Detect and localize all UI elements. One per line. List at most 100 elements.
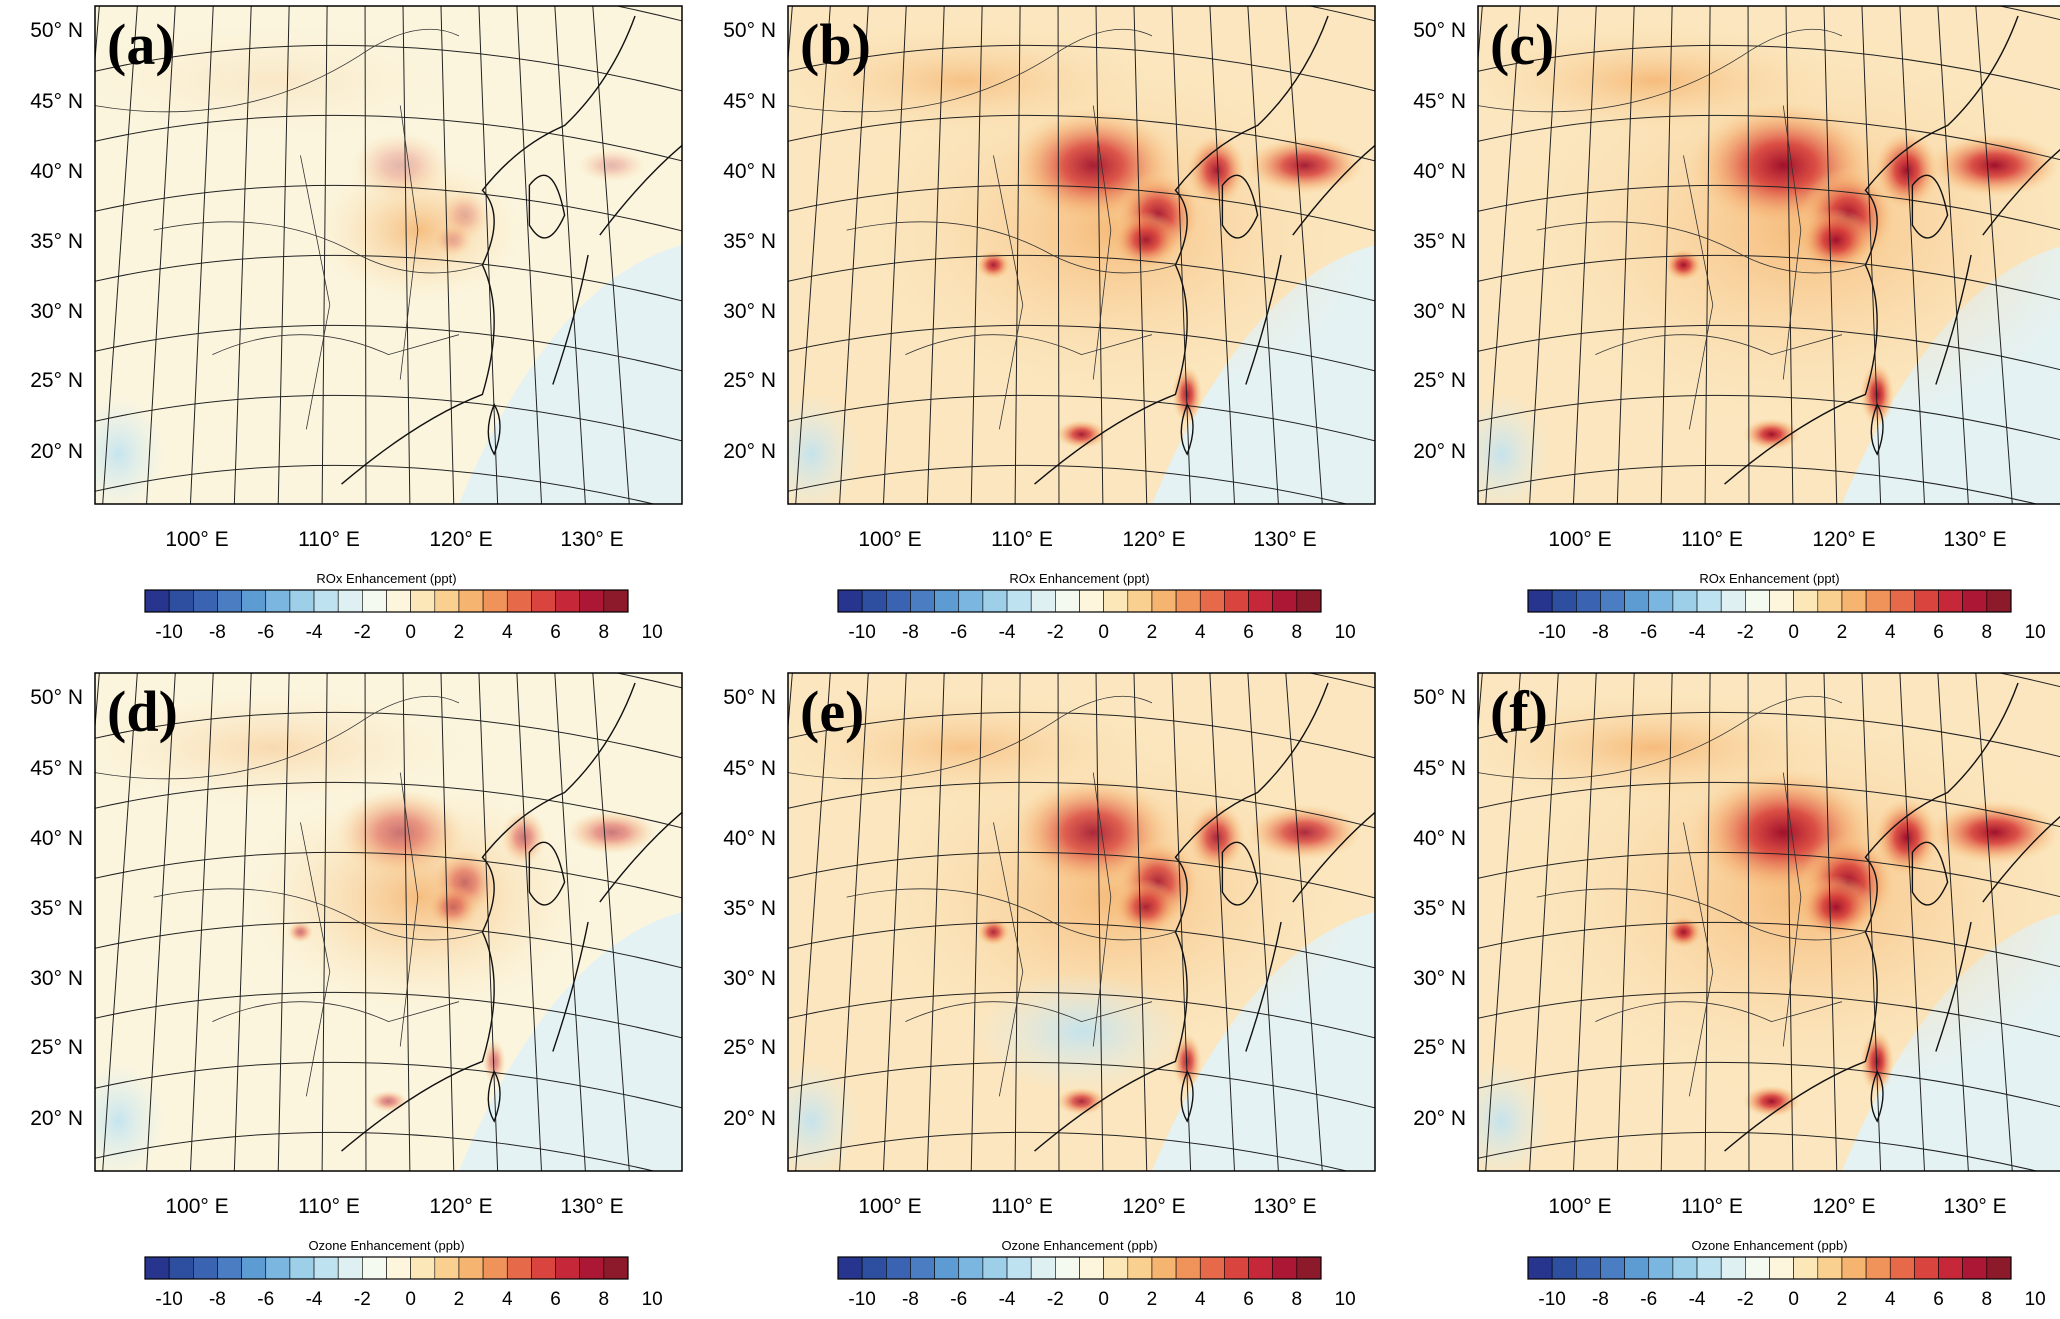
colorbar-swatch xyxy=(313,589,339,613)
colorbar-tick-label: 0 xyxy=(1098,622,1109,643)
colorbar-tick-label: 8 xyxy=(599,1289,610,1310)
map-frame xyxy=(787,5,1376,505)
lon-tick-label: 100° E xyxy=(1548,1195,1611,1218)
colorbar xyxy=(144,589,629,613)
colorbar-tick-label: -4 xyxy=(306,1289,323,1310)
colorbar xyxy=(837,1256,1322,1280)
coastline xyxy=(1034,682,1375,1152)
province-borders xyxy=(1478,28,1866,430)
colorbar-swatch xyxy=(1696,1256,1722,1280)
colorbar-swatch xyxy=(1745,589,1770,613)
lat-tick-label: 45° N xyxy=(1413,90,1466,113)
colorbar-swatch xyxy=(1793,589,1819,613)
lat-tick-label: 25° N xyxy=(30,1036,83,1059)
colorbar-swatch xyxy=(982,589,1008,613)
colorbar-tick-label: 4 xyxy=(1195,1289,1206,1310)
graticule xyxy=(1478,6,2060,504)
lon-tick-label: 100° E xyxy=(1548,528,1611,551)
colorbar-swatch xyxy=(1199,589,1225,613)
colorbar-tick-label: -6 xyxy=(257,622,274,643)
lat-tick-label: 30° N xyxy=(1413,967,1466,990)
colorbar-tick-label: 4 xyxy=(1195,622,1206,643)
lat-tick-label: 35° N xyxy=(30,230,83,253)
colorbar-tick-label: -10 xyxy=(848,1289,875,1310)
lat-tick-label: 35° N xyxy=(723,230,776,253)
panel-label: (c) xyxy=(1490,12,1554,77)
colorbar-swatch xyxy=(1841,589,1867,613)
panel-label: (a) xyxy=(107,12,175,77)
colorbar xyxy=(1527,589,2012,613)
colorbar-swatch xyxy=(982,1256,1008,1280)
colorbar-swatch xyxy=(241,1256,267,1280)
colorbar-tick-label: -2 xyxy=(1737,1289,1754,1310)
colorbar-swatch xyxy=(144,589,170,613)
colorbar-swatch xyxy=(1055,1256,1080,1280)
colorbar-swatch xyxy=(313,1256,339,1280)
colorbar-tick-label: -2 xyxy=(354,622,371,643)
colorbar-swatch xyxy=(1224,589,1249,613)
colorbar-swatch xyxy=(1127,589,1153,613)
colorbar-tick-label: 10 xyxy=(642,1289,663,1310)
lat-tick-label: 25° N xyxy=(723,369,776,392)
colorbar-tick-label: 4 xyxy=(502,622,513,643)
map-panel: (c) 50° N 45° N 40° N 35° N 30° N 25° N 20° N 10… xyxy=(1413,5,2060,643)
colorbar-swatch xyxy=(1720,1256,1746,1280)
colorbar-tick-label: -6 xyxy=(1640,622,1657,643)
colorbar-swatch xyxy=(217,1256,242,1280)
lon-tick-label: 130° E xyxy=(1943,528,2006,551)
colorbar-swatch xyxy=(1648,1256,1674,1280)
colorbar-swatch xyxy=(482,589,508,613)
colorbar-swatch xyxy=(1672,589,1698,613)
colorbar-swatch xyxy=(289,1256,315,1280)
colorbar-swatch xyxy=(482,1256,508,1280)
lon-tick-label: 130° E xyxy=(1943,1195,2006,1218)
map-frame xyxy=(94,5,683,505)
coastline xyxy=(341,682,682,1152)
colorbar-swatch xyxy=(1103,1256,1129,1280)
lon-tick-label: 100° E xyxy=(858,1195,921,1218)
colorbar-swatch xyxy=(958,589,984,613)
colorbar-tick-label: 6 xyxy=(1243,1289,1254,1310)
colorbar-swatch xyxy=(193,1256,218,1280)
lat-tick-label: 40° N xyxy=(1413,827,1466,850)
colorbar-swatch xyxy=(265,1256,291,1280)
colorbar-swatch xyxy=(265,589,291,613)
coastline xyxy=(1724,15,2060,485)
graticule xyxy=(788,673,1375,1171)
panel-label: (d) xyxy=(107,679,178,744)
colorbar-tick-label: -10 xyxy=(1538,1289,1565,1310)
colorbar-swatch xyxy=(861,1256,887,1280)
colorbar-tick-label: -2 xyxy=(1047,1289,1064,1310)
colorbar-tick-label: -4 xyxy=(1689,1289,1706,1310)
colorbar-tick-label: 8 xyxy=(1292,622,1303,643)
colorbar-swatch xyxy=(144,1256,170,1280)
colorbar-swatch xyxy=(1224,1256,1249,1280)
lon-tick-label: 100° E xyxy=(858,528,921,551)
colorbar-tick-label: 4 xyxy=(1885,622,1896,643)
colorbar-swatch xyxy=(434,589,460,613)
map-field xyxy=(1478,673,2060,1171)
colorbar-swatch xyxy=(1551,589,1577,613)
panel-label: (f) xyxy=(1490,679,1548,744)
graticule xyxy=(95,6,682,504)
colorbar-swatch xyxy=(934,589,960,613)
lon-tick-label: 130° E xyxy=(560,528,623,551)
colorbar-swatch xyxy=(531,1256,556,1280)
map-panel: (b) 50° N 45° N 40° N 35° N 30° N 25° N 20° N 10… xyxy=(723,5,1376,643)
lat-tick-label: 20° N xyxy=(1413,1107,1466,1130)
colorbar-tick-label: -8 xyxy=(209,622,226,643)
colorbar-swatch xyxy=(1793,1256,1819,1280)
colorbar-swatch xyxy=(1006,1256,1032,1280)
colorbar-tick-label: 4 xyxy=(502,1289,513,1310)
colorbar-swatch xyxy=(1938,1256,1963,1280)
colorbar-title: ROx Enhancement (ppt) xyxy=(1699,571,1839,586)
lat-tick-label: 20° N xyxy=(30,440,83,463)
lat-tick-label: 30° N xyxy=(723,300,776,323)
lat-tick-label: 20° N xyxy=(723,1107,776,1130)
colorbar-swatch xyxy=(386,589,411,613)
lat-tick-label: 45° N xyxy=(30,757,83,780)
colorbar-tick-label: -10 xyxy=(1538,622,1565,643)
colorbar-tick-label: 8 xyxy=(599,622,610,643)
colorbar-swatch xyxy=(1055,589,1080,613)
colorbar-tick-label: -4 xyxy=(999,622,1016,643)
